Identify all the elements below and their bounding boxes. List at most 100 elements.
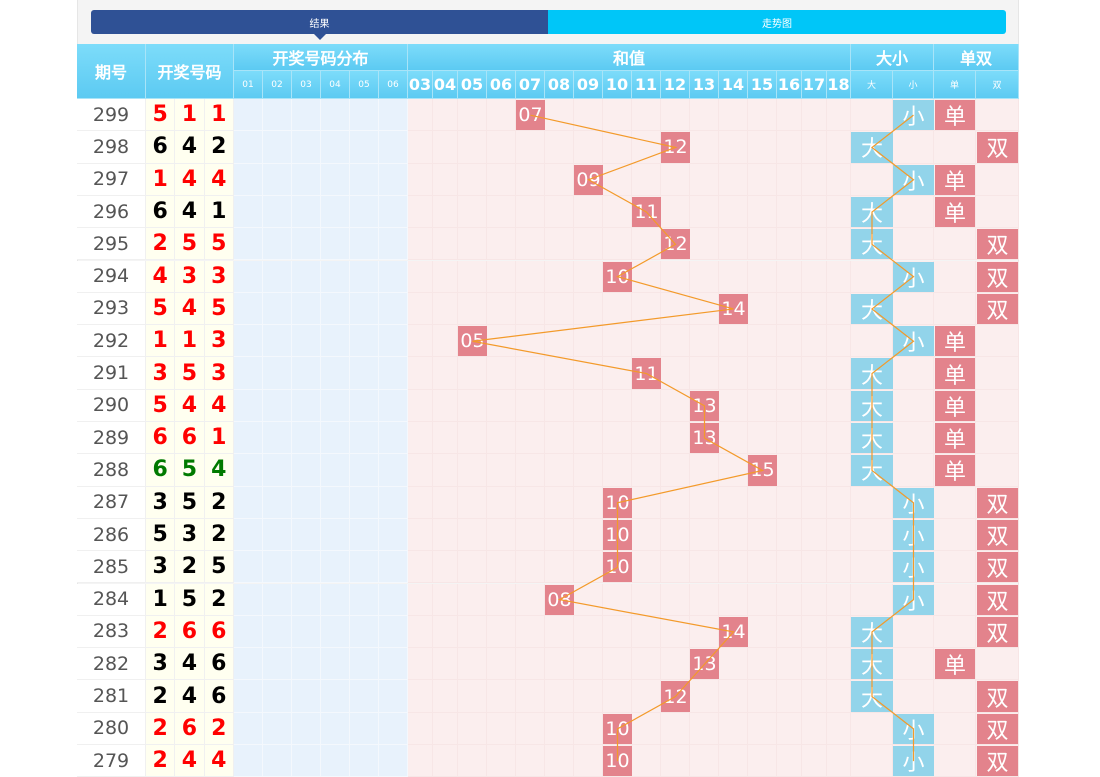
- sum-cell: [748, 131, 777, 164]
- sum-cell: [748, 615, 777, 649]
- sum-cell: [545, 163, 574, 196]
- sum-marker: 10: [603, 261, 632, 292]
- sum-cell: [574, 680, 603, 713]
- sum-cell: [458, 648, 487, 681]
- header-sum-col: 05: [458, 71, 487, 99]
- header-sum-col: 12: [661, 71, 690, 99]
- draw-number: 6: [146, 131, 176, 164]
- bigsmall-marker: 小: [893, 164, 934, 195]
- dist-cell: [263, 99, 292, 132]
- sum-cell: [802, 518, 827, 552]
- sum-cell: [777, 163, 802, 196]
- sum-cell: [802, 260, 827, 293]
- oddeven-cell: [934, 615, 976, 649]
- sum-cell: [603, 99, 632, 132]
- period-cell: 279: [77, 745, 146, 777]
- period-cell: 298: [77, 131, 146, 164]
- bigsmall-marker: 大: [851, 390, 893, 421]
- oddeven-cell: [934, 680, 976, 713]
- sum-cell: [574, 228, 603, 261]
- sum-cell: [433, 745, 458, 777]
- sum-cell: [408, 163, 433, 196]
- dist-cell: [321, 260, 350, 293]
- sum-cell: [827, 228, 851, 261]
- sum-cell: [748, 551, 777, 584]
- draw-number: 6: [175, 712, 205, 745]
- sum-cell: [516, 745, 545, 777]
- sum-cell: [458, 260, 487, 293]
- draw-number: 5: [204, 228, 234, 261]
- sum-cell: [802, 163, 827, 196]
- sum-cell: [408, 292, 433, 326]
- sum-cell: [719, 260, 748, 293]
- sum-cell: [777, 228, 802, 261]
- sum-cell: [827, 422, 851, 455]
- sum-cell: [632, 228, 661, 261]
- dist-cell: [350, 518, 379, 552]
- tab-result-label: 结果: [309, 18, 330, 30]
- sum-cell: [827, 357, 851, 390]
- draw-number: 1: [146, 325, 176, 358]
- sum-cell: [487, 357, 516, 390]
- dist-cell: [234, 325, 263, 358]
- sum-cell: [458, 389, 487, 422]
- dist-cell: [350, 357, 379, 390]
- bigsmall-marker: 大: [851, 229, 893, 260]
- sum-cell: [433, 99, 458, 132]
- sum-cell: [802, 680, 827, 713]
- sum-cell: [574, 486, 603, 519]
- sum-cell: [777, 422, 802, 455]
- sum-cell: [574, 648, 603, 681]
- bigsmall-cell: [893, 454, 934, 487]
- sum-cell: [827, 131, 851, 164]
- draw-number: 4: [175, 680, 205, 713]
- tab-trend-label: 走势图: [762, 18, 792, 30]
- dist-cell: [321, 648, 350, 681]
- sum-cell: [690, 357, 719, 390]
- sum-marker: 05: [458, 326, 487, 357]
- sum-cell: [777, 357, 802, 390]
- period-cell: 280: [77, 712, 146, 745]
- sum-cell: [574, 422, 603, 455]
- sum-cell: [545, 260, 574, 293]
- sum-cell: [487, 260, 516, 293]
- header-sum-col: 15: [748, 71, 777, 99]
- tab-result[interactable]: 结果: [91, 10, 548, 40]
- sum-cell: [777, 454, 802, 487]
- draw-number: 6: [204, 615, 234, 649]
- sum-cell: [487, 292, 516, 326]
- dist-cell: [263, 551, 292, 584]
- dist-cell: [234, 422, 263, 455]
- header-dist-col: 06: [379, 71, 408, 99]
- bigsmall-cell: [893, 615, 934, 649]
- oddeven-marker: 双: [977, 132, 1018, 163]
- sum-cell: [574, 260, 603, 293]
- dist-cell: [350, 551, 379, 584]
- sum-cell: [545, 195, 574, 229]
- sum-cell: [487, 615, 516, 649]
- sum-cell: [603, 163, 632, 196]
- draw-number: 6: [204, 648, 234, 681]
- header-dist-col: 05: [350, 71, 379, 99]
- sum-cell: [408, 648, 433, 681]
- sum-cell: [545, 615, 574, 649]
- oddeven-marker: 单: [935, 390, 975, 421]
- sum-cell: [827, 680, 851, 713]
- dist-cell: [321, 712, 350, 745]
- bigsmall-marker: 大: [851, 423, 893, 454]
- tab-trend-chart[interactable]: 走势图: [548, 10, 1006, 34]
- oddeven-cell: [976, 357, 1019, 390]
- dist-cell: [379, 422, 408, 455]
- period-cell: 284: [77, 583, 146, 616]
- sum-cell: [719, 131, 748, 164]
- sum-marker: 12: [661, 681, 690, 712]
- sum-cell: [661, 195, 690, 229]
- sum-cell: [516, 486, 545, 519]
- sum-cell: [661, 163, 690, 196]
- oddeven-marker: 双: [977, 487, 1018, 518]
- sum-cell: [632, 486, 661, 519]
- dist-cell: [350, 260, 379, 293]
- draw-number: 5: [146, 518, 176, 552]
- sum-marker: 11: [632, 358, 661, 389]
- period-cell: 286: [77, 518, 146, 552]
